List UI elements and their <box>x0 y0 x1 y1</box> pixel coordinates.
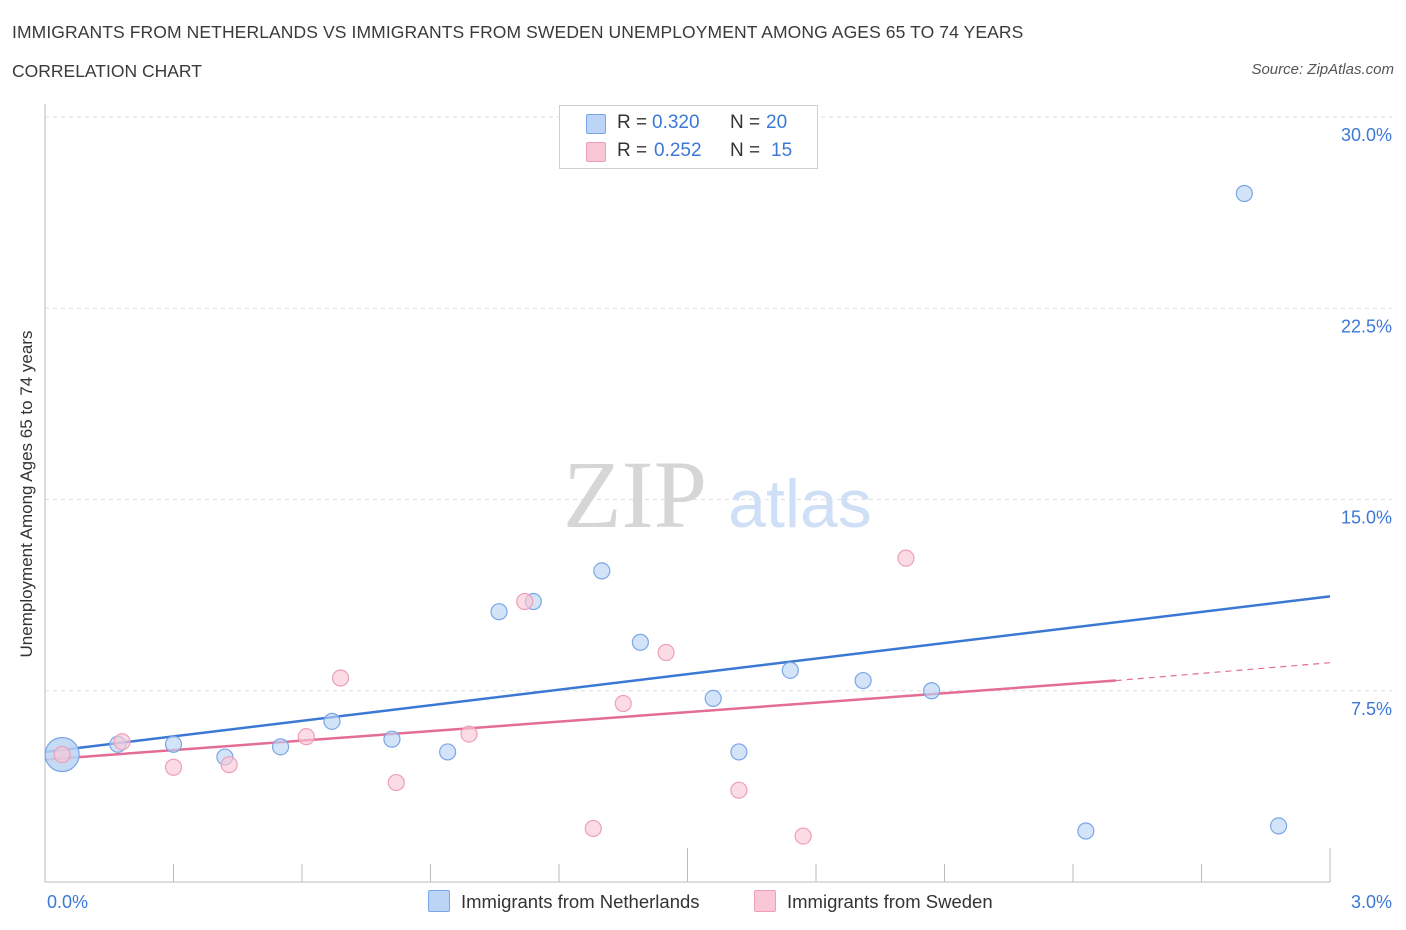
gridlines <box>45 116 1392 692</box>
point-netherlands <box>704 689 722 708</box>
x-tick-label: 0.0% <box>47 892 88 912</box>
legend-label-sweden: Immigrants from Sweden <box>787 891 993 912</box>
point-sweden <box>730 781 748 799</box>
stats-legend: R = 0.320 N = 20 R = 0.252 N = 15 <box>559 105 818 169</box>
point-sweden <box>387 773 405 792</box>
point-netherlands <box>323 712 341 730</box>
point-netherlands <box>923 682 941 700</box>
point-sweden <box>113 733 131 751</box>
x-tick-label: 3.0% <box>1351 892 1392 912</box>
y-tick-label: 22.5% <box>1341 316 1392 336</box>
point-netherlands <box>854 671 872 690</box>
point-netherlands <box>631 633 649 651</box>
n-label: N = <box>730 112 761 133</box>
legend-item-sweden: Immigrants from Sweden <box>754 890 993 913</box>
point-sweden <box>164 758 183 776</box>
point-netherlands <box>164 735 183 753</box>
point-sweden <box>657 643 675 662</box>
point-sweden <box>53 745 71 764</box>
point-sweden <box>331 669 350 687</box>
sweden-legend-swatch <box>754 890 776 912</box>
source-credit: Source: ZipAtlas.com <box>1251 61 1394 78</box>
chart-title: IMMIGRANTS FROM NETHERLANDS VS IMMIGRANT… <box>12 22 1024 42</box>
point-sweden <box>614 694 632 713</box>
point-netherlands <box>1077 822 1095 840</box>
legend-item-netherlands: Immigrants from Netherlands <box>428 890 700 913</box>
point-sweden <box>460 725 478 743</box>
trend-line-netherlands <box>44 595 1331 754</box>
data-points <box>44 184 1288 845</box>
point-sweden <box>794 827 812 845</box>
point-sweden <box>220 756 238 774</box>
watermark-zip: ZIP <box>563 441 707 548</box>
watermark: ZIP atlas <box>563 441 872 548</box>
point-netherlands <box>593 562 611 580</box>
point-netherlands <box>781 661 799 679</box>
y-tick-label: 30.0% <box>1341 125 1392 145</box>
point-sweden <box>584 819 602 838</box>
point-netherlands <box>1235 184 1253 203</box>
r-value: 0.320 <box>652 112 700 133</box>
legend-label-netherlands: Immigrants from Netherlands <box>461 891 700 912</box>
point-netherlands <box>271 738 290 756</box>
n-value: 15 <box>771 140 793 161</box>
point-netherlands <box>439 743 457 761</box>
n-label: N = <box>730 140 761 161</box>
sweden-swatch <box>586 142 606 162</box>
tick-labels: 7.5% 15.0% 22.5% 30.0% 0.0% 3.0% <box>47 125 1392 912</box>
netherlands-swatch <box>586 114 606 134</box>
y-tick-label: 15.0% <box>1341 508 1392 528</box>
point-sweden <box>516 592 534 611</box>
netherlands-legend-swatch <box>428 890 450 912</box>
trend-line-sweden <box>44 679 1116 761</box>
chart-subtitle: CORRELATION CHART <box>12 61 202 81</box>
point-sweden <box>897 549 915 567</box>
point-netherlands <box>730 743 748 761</box>
trend-lines <box>44 595 1331 761</box>
watermark-atlas: atlas <box>728 466 872 542</box>
point-netherlands <box>383 730 401 748</box>
point-sweden <box>297 728 315 746</box>
n-value: 20 <box>766 112 788 133</box>
r-label: R = <box>617 112 648 133</box>
point-netherlands <box>490 603 508 621</box>
r-value: 0.252 <box>654 140 702 161</box>
point-netherlands <box>1269 817 1288 835</box>
y-tick-label: 7.5% <box>1351 699 1392 719</box>
trend-line-sweden-extension <box>1115 662 1331 682</box>
r-label: R = <box>617 140 648 161</box>
